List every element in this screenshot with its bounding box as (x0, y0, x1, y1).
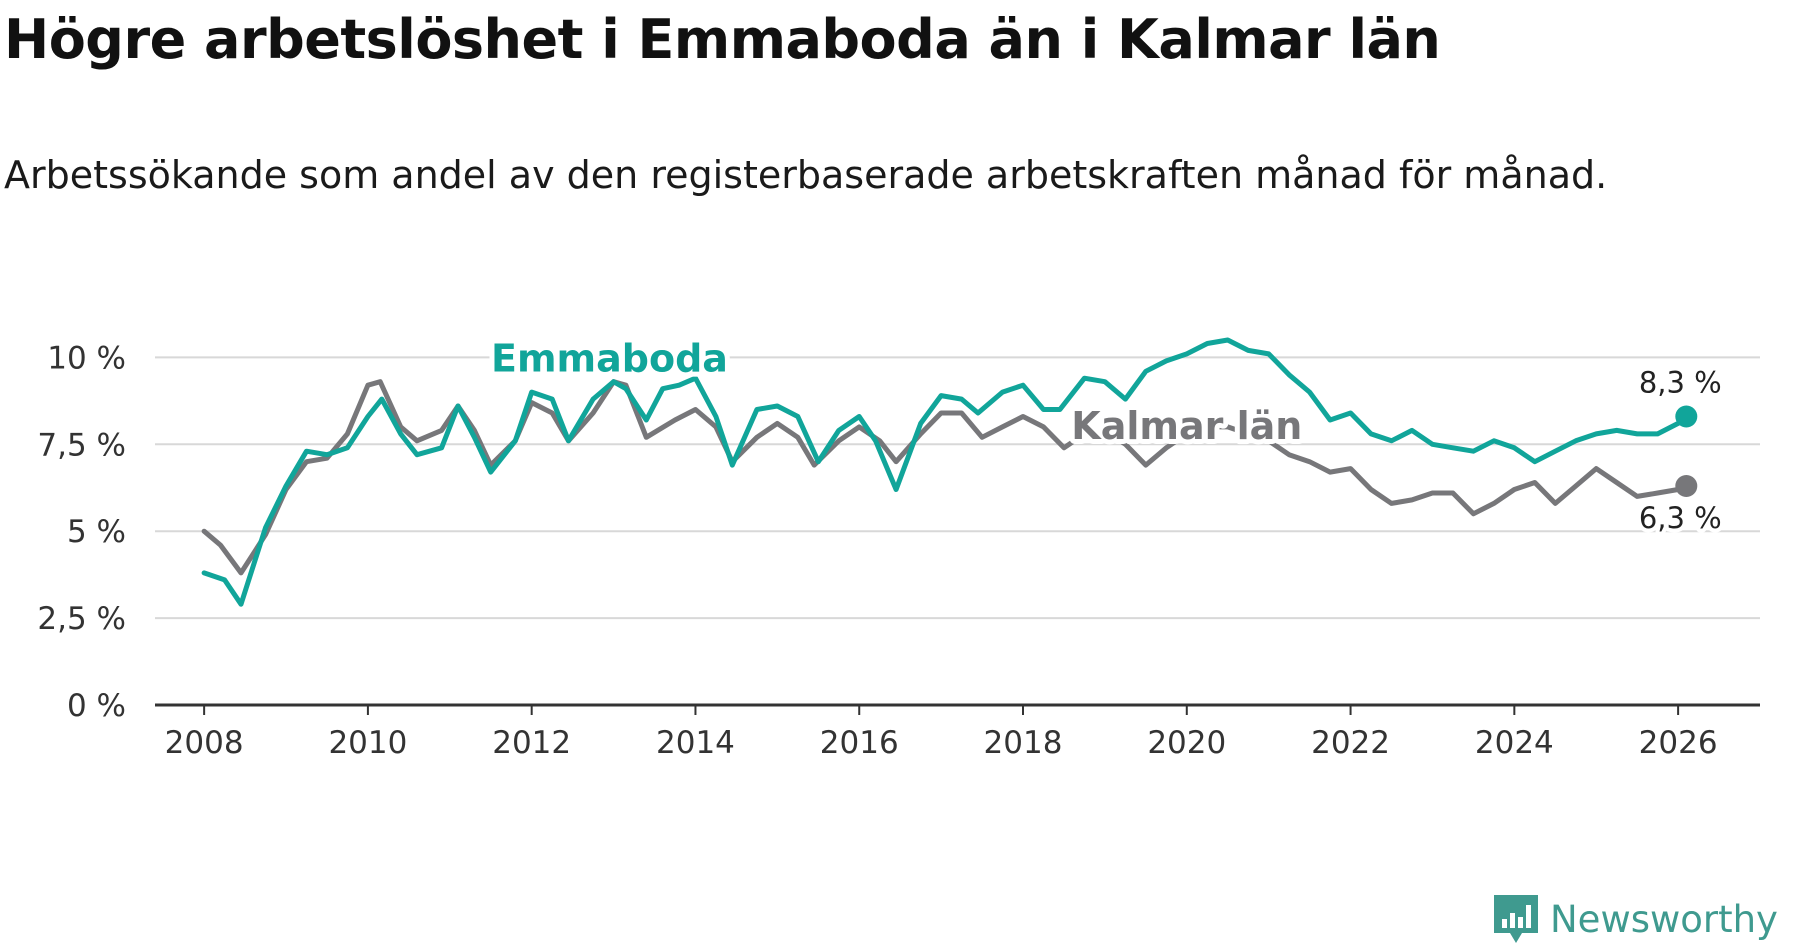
y-tick-label: 5 % (67, 514, 126, 550)
x-tick-label: 2026 (1639, 725, 1718, 760)
brand-name: Newsworthy (1550, 897, 1778, 941)
end-label-emmaboda: 8,3 % (1639, 365, 1722, 399)
y-tick-label: 10 % (47, 340, 126, 376)
series-end-point (1675, 475, 1698, 497)
series-labels: Emmaboda Kalmar län 8,3 % 6,3 % (486, 331, 1726, 539)
grid-lines (155, 356, 1760, 620)
x-tick-label: 2018 (984, 725, 1063, 760)
page-subtitle: Arbetssökande som andel av den registerb… (4, 153, 1608, 197)
page-title: Högre arbetslöshet i Emmaboda än i Kalma… (4, 8, 1441, 71)
x-tick-label: 2020 (1147, 725, 1226, 760)
line-chart: 0 % 2,5 % 5 % 7,5 % 10 % 2008 2010 2012 2014 2016… (37, 331, 1760, 760)
series-label-emmaboda: Emmaboda (491, 336, 728, 380)
x-tick-label: 2024 (1475, 725, 1554, 760)
x-tick-label: 2014 (656, 725, 735, 760)
brand-footer[interactable]: Newsworthy (1492, 888, 1778, 950)
series-line-emmaboda (201, 337, 1689, 607)
series-label-kalmar-lan: Kalmar län (1071, 404, 1302, 448)
series-line-kalmar-lan (201, 379, 1689, 576)
x-tick-label: 2022 (1311, 725, 1390, 760)
axes: 0 % 2,5 % 5 % 7,5 % 10 % 2008 2010 2012 2014 2016… (37, 340, 1760, 760)
series-end-point (1675, 405, 1698, 428)
chart-bars-logo-icon (1494, 895, 1538, 943)
y-tick-label: 7,5 % (37, 427, 126, 463)
series-lines (201, 337, 1698, 607)
end-label-kalmar-lan: 6,3 % (1639, 501, 1722, 535)
y-tick-label: 0 % (67, 688, 126, 724)
x-tick-label: 2008 (165, 725, 244, 760)
y-tick-label: 2,5 % (37, 601, 126, 637)
x-tick-label: 2010 (328, 725, 407, 760)
x-tick-label: 2016 (820, 725, 899, 760)
x-tick-label: 2012 (492, 725, 571, 760)
